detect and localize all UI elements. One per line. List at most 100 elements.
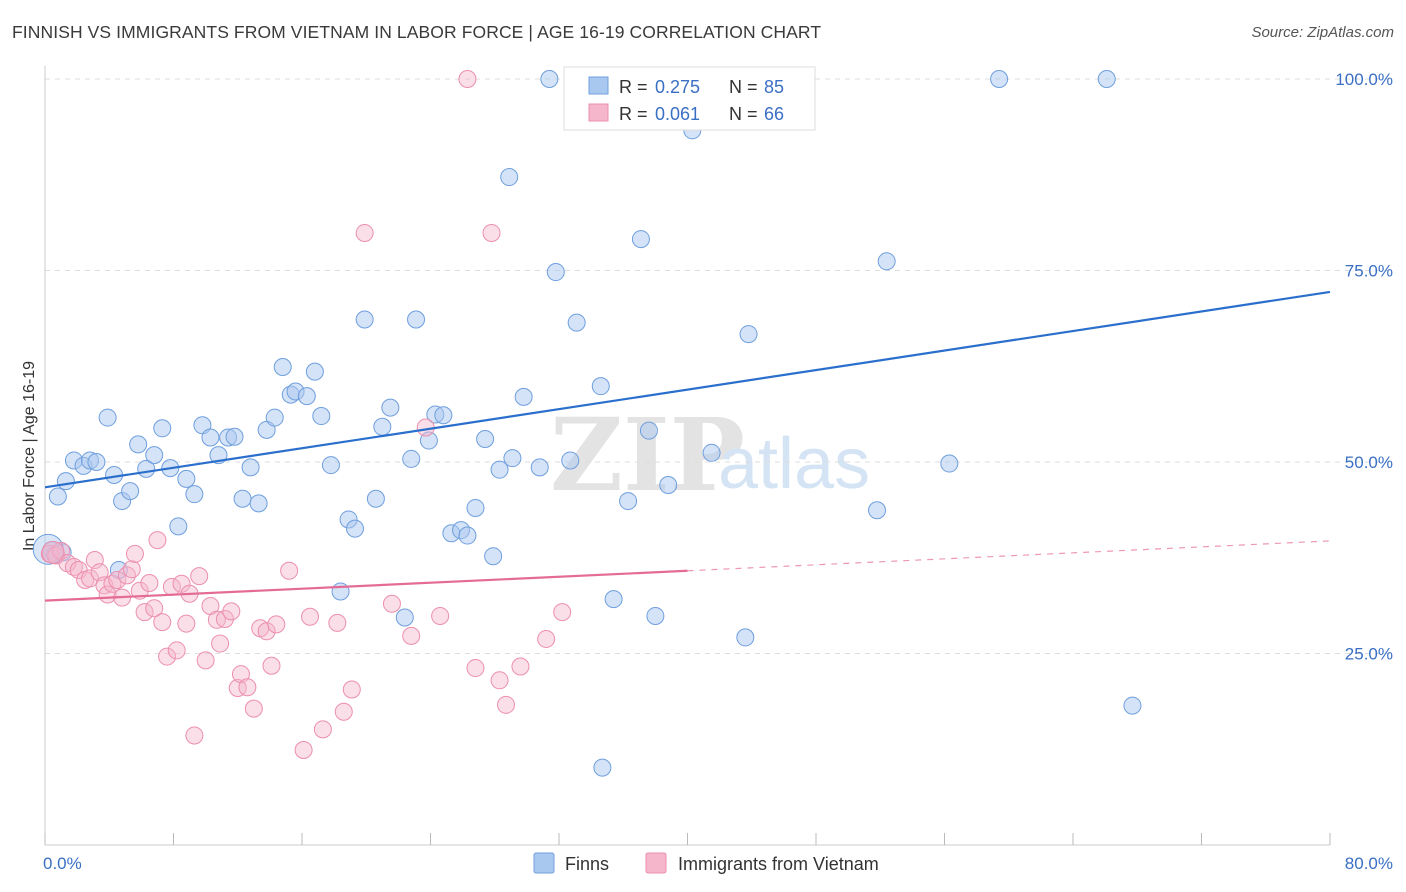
finns-point xyxy=(591,377,610,396)
legend-vietnam-label: Immigrants from Vietnam xyxy=(678,854,879,874)
finns-point xyxy=(366,489,385,508)
vietnam-point xyxy=(458,70,477,88)
finns-point xyxy=(312,407,331,426)
vietnam-point xyxy=(267,615,286,634)
vietnam-point xyxy=(64,557,83,576)
finns-point xyxy=(1123,696,1142,715)
y-tick-label-50: 50.0% xyxy=(1345,453,1393,472)
vietnam-point xyxy=(80,569,99,588)
finns-point xyxy=(940,454,959,473)
finns-point xyxy=(265,408,284,427)
finns-point xyxy=(87,453,106,471)
finns-point xyxy=(646,606,665,625)
vietnam-point xyxy=(328,613,347,632)
finns-n-value: 85 xyxy=(764,77,784,97)
vietnam-point xyxy=(185,726,204,745)
vietnam-point xyxy=(140,574,159,593)
finns-point xyxy=(490,460,509,479)
vietnam-point xyxy=(402,626,421,645)
finns-point xyxy=(736,628,755,647)
vietnam-point xyxy=(244,699,263,718)
vietnam-point xyxy=(294,741,313,760)
finns-point xyxy=(659,475,678,494)
stats-legend: R = 0.275 N = 85 R = 0.061 N = 66 xyxy=(563,66,816,131)
vietnam-point xyxy=(334,702,353,721)
finns-point xyxy=(466,498,485,517)
vietnam-point xyxy=(190,567,209,586)
finns-point xyxy=(233,489,252,508)
y-axis-tick-labels: 25.0% 50.0% 75.0% 100.0% xyxy=(1335,70,1393,664)
finns-point xyxy=(530,458,549,477)
vietnam-n-value: 66 xyxy=(764,104,784,124)
finns-point xyxy=(458,526,477,545)
vietnam-point xyxy=(130,581,149,600)
vietnam-swatch xyxy=(588,103,609,122)
finns-point xyxy=(241,458,260,477)
vietnam-point xyxy=(108,570,127,589)
finns-point xyxy=(739,325,758,344)
vietnam-point xyxy=(196,651,215,670)
vietnam-point xyxy=(257,622,276,641)
vietnam-point xyxy=(158,647,177,666)
finns-point xyxy=(514,387,533,406)
finns-point xyxy=(1097,70,1116,88)
vietnam-r-value: 0.061 xyxy=(655,104,700,124)
finns-point xyxy=(346,519,365,538)
x-tick-label-min: 0.0% xyxy=(43,854,82,873)
vietnam-point xyxy=(238,678,257,697)
vietnam-point xyxy=(135,603,154,622)
finns-point xyxy=(121,482,140,501)
finns-point xyxy=(395,608,414,627)
finns-point xyxy=(990,70,1009,88)
vietnam-point xyxy=(222,602,241,621)
finns-n-label: N = xyxy=(729,77,758,97)
y-tick-label-75: 75.0% xyxy=(1345,262,1393,281)
x-tick-label-max: 80.0% xyxy=(1345,854,1393,873)
finns-point xyxy=(561,451,580,470)
finns-point xyxy=(434,406,453,425)
vietnam-point xyxy=(511,657,530,676)
vietnam-trend-line-extension xyxy=(687,540,1331,572)
vietnam-point xyxy=(167,641,186,660)
vietnam-trend-line xyxy=(44,569,688,602)
vietnam-point xyxy=(145,599,164,618)
vietnam-point xyxy=(153,613,172,632)
finns-point xyxy=(484,547,503,566)
finns-point xyxy=(225,427,244,446)
vietnam-point xyxy=(466,659,485,678)
finns-point xyxy=(402,449,421,468)
vietnam-point xyxy=(125,544,144,563)
finns-point xyxy=(500,168,519,187)
finns-point xyxy=(129,435,148,454)
vietnam-point xyxy=(313,720,332,739)
finns-point xyxy=(56,472,75,491)
finns-point xyxy=(48,487,67,506)
vietnam-point xyxy=(482,223,501,242)
vietnam-point xyxy=(382,594,401,613)
finns-point xyxy=(407,310,426,329)
finns-point xyxy=(619,492,638,511)
finns-point xyxy=(877,252,896,271)
y-axis-title: In Labor Force | Age 16-19 xyxy=(21,361,38,551)
vietnam-point xyxy=(496,695,515,714)
vietnam-point xyxy=(117,566,136,585)
vietnam-point xyxy=(490,671,509,690)
finns-point xyxy=(540,70,559,88)
vietnam-point xyxy=(553,603,572,622)
vietnam-point xyxy=(215,610,234,629)
finns-point xyxy=(868,501,887,520)
finns-point xyxy=(631,230,650,249)
y-tick-label-25: 25.0% xyxy=(1345,645,1393,664)
finns-point xyxy=(185,485,204,504)
vietnam-point xyxy=(280,561,299,580)
finns-r-label: R = xyxy=(619,77,648,97)
vietnam-point xyxy=(537,629,556,648)
vietnam-point xyxy=(228,678,247,697)
watermark-atlas: atlas xyxy=(718,424,870,504)
finns-point xyxy=(567,313,586,332)
legend-vietnam-swatch xyxy=(645,852,667,874)
vietnam-point xyxy=(431,606,450,625)
finns-point xyxy=(503,449,522,468)
vietnam-r-label: R = xyxy=(619,104,648,124)
legend-finns-label: Finns xyxy=(565,854,609,874)
